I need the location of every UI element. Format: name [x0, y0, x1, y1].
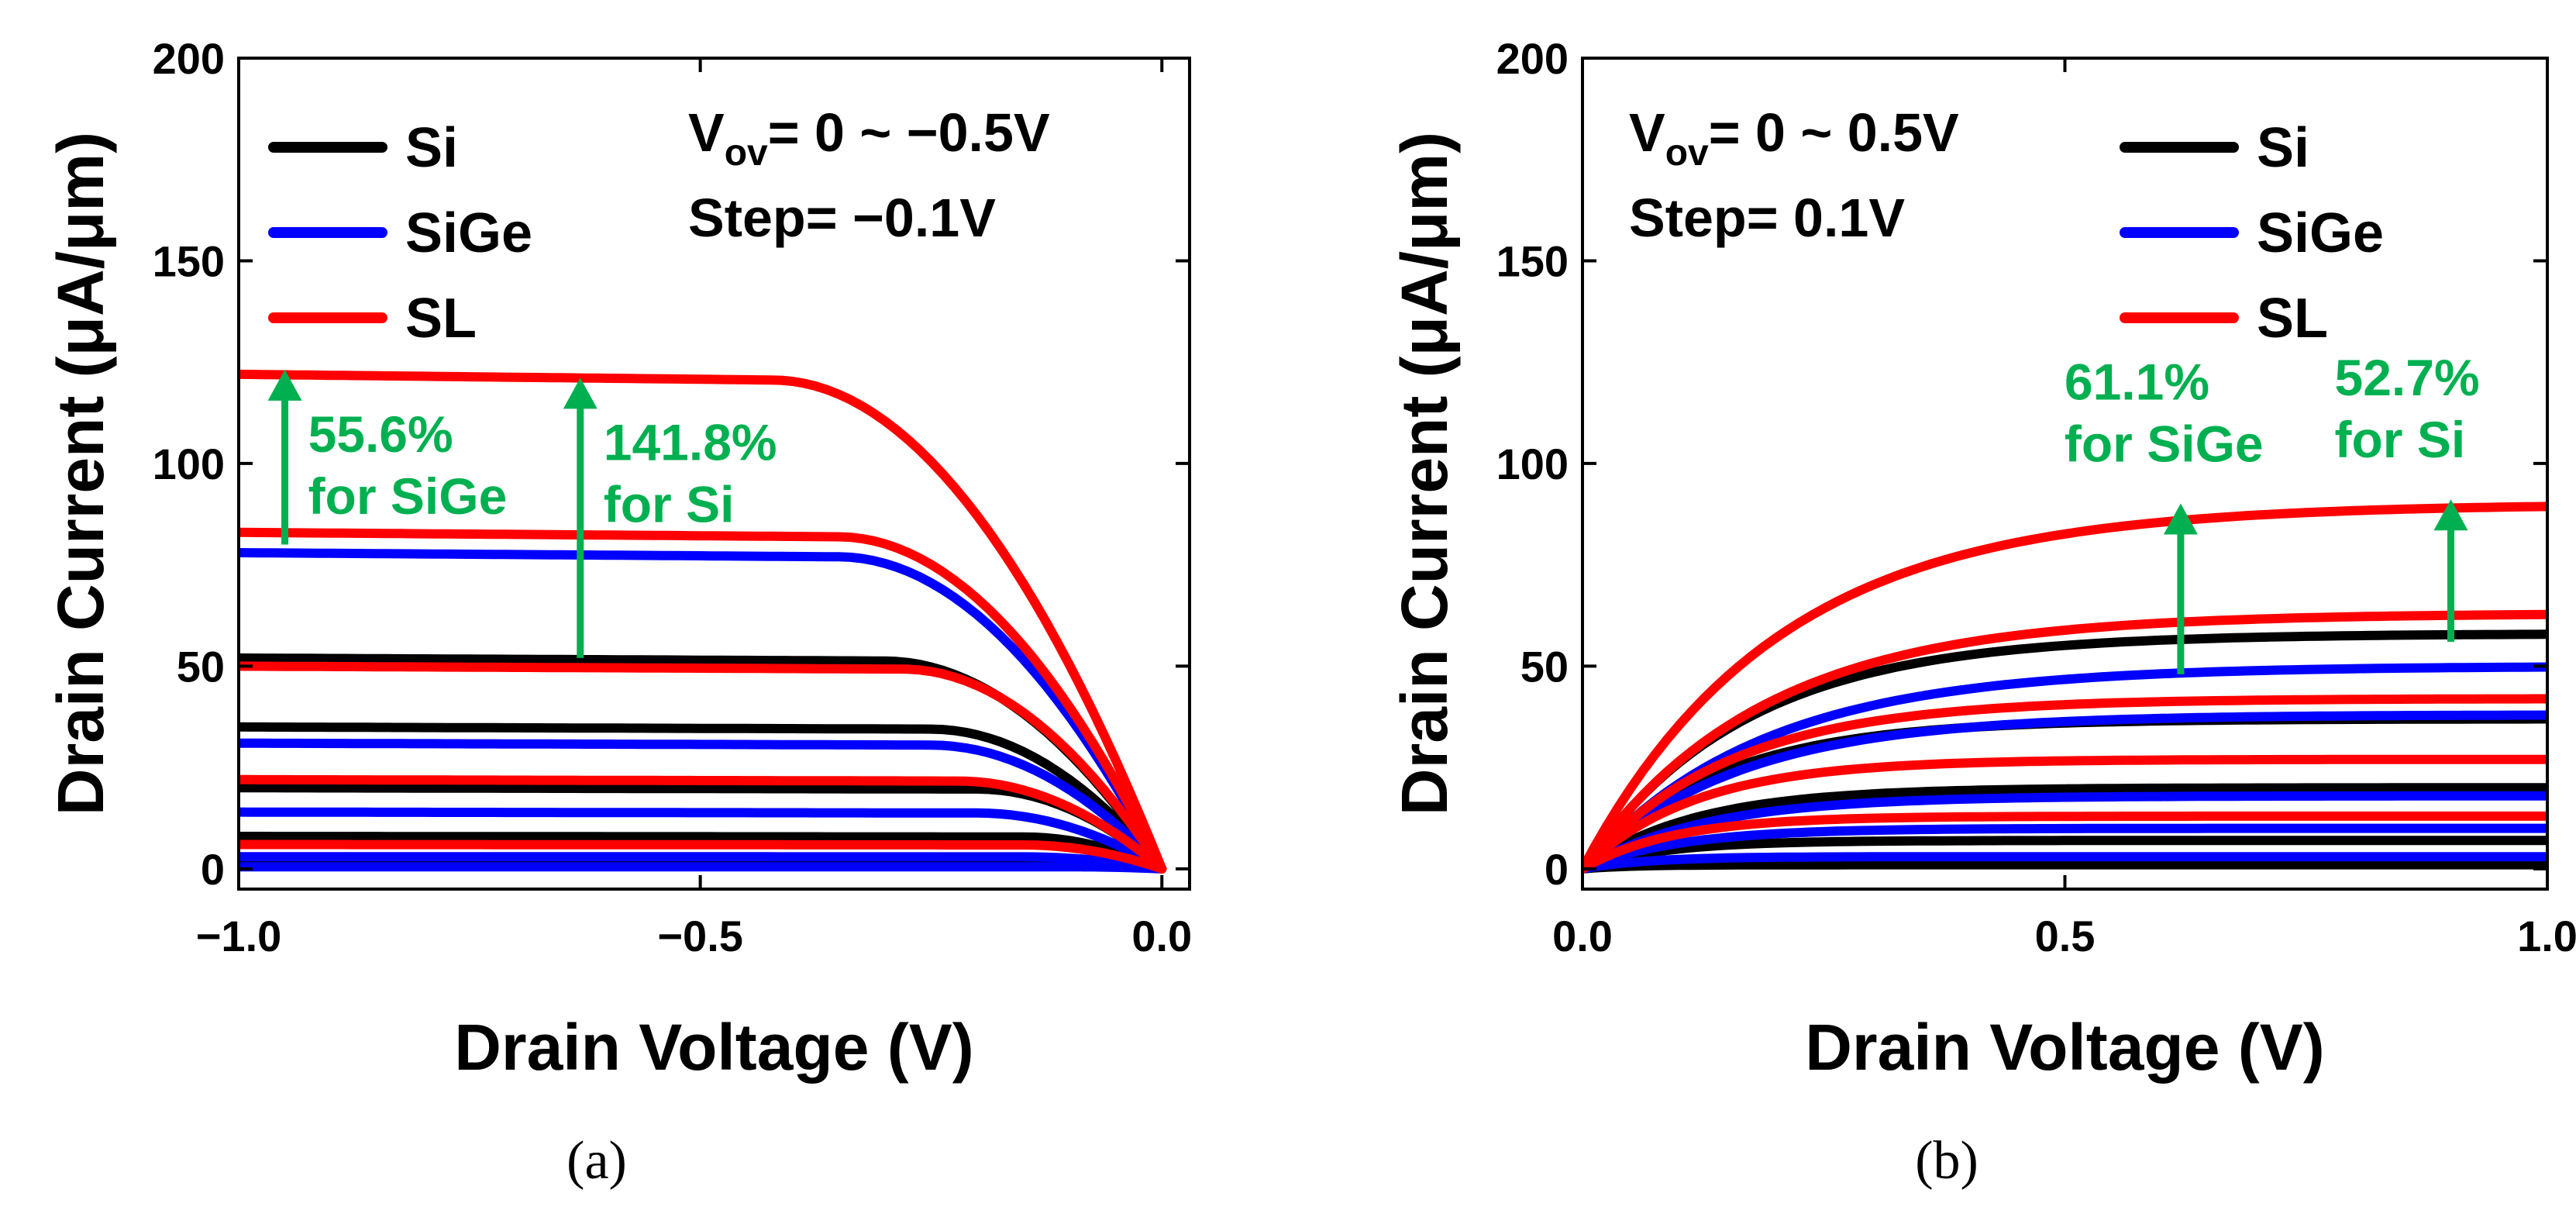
- condition-annotation-2: Step= 0.1V: [1629, 188, 1905, 248]
- series-line-sige-5: [1582, 852, 2547, 874]
- y-tick-label: 150: [153, 236, 225, 285]
- chart-a: 0 50 100 150 200 −1.0 −0.5 0.0 Drain Voltage (V)…: [44, 34, 1192, 1191]
- improvement-label: for Si: [2335, 411, 2466, 468]
- series-line-sl-4: [1582, 754, 2547, 874]
- panel-b: 0 50 100 150 200 0.0 0.5 1.0 Drain Voltage (V) Dr…: [1288, 0, 2576, 1210]
- y-tick-label: 50: [1520, 642, 1569, 691]
- legend-label-sige: SiGe: [405, 202, 532, 264]
- y-tick-label: 150: [1496, 236, 1569, 285]
- improvement-percent: 141.8%: [604, 413, 777, 471]
- improvement-label: for SiGe: [308, 467, 508, 525]
- x-tick-label: 1.0: [2517, 912, 2576, 960]
- x-tick-label: 0.0: [1131, 912, 1192, 960]
- y-tick-label: 100: [1496, 440, 1569, 488]
- y-tick-label: 200: [153, 34, 225, 83]
- series-line-si-3: [1582, 783, 2547, 874]
- condition-annotation-1: Vov= 0 ~ 0.5V: [1629, 102, 1959, 174]
- series-line-sige-2: [1582, 710, 2547, 874]
- series-line-sl-4: [239, 774, 1167, 874]
- panel-a: 0 50 100 150 200 −1.0 −0.5 0.0 Drain Voltage (V)…: [44, 34, 1192, 1191]
- series-line-sl-2: [1582, 609, 2547, 874]
- legend-label-sl: SL: [2257, 288, 2328, 350]
- series-line-sl-1: [239, 369, 1167, 874]
- series-line-sl-3: [1582, 694, 2547, 874]
- series-line-sige-4: [1582, 823, 2547, 874]
- y-tick-label: 0: [1545, 845, 1569, 894]
- x-tick-label: 0.5: [2035, 912, 2096, 960]
- series-line-sl-3: [239, 661, 1167, 874]
- improvement-arrow-head: [2433, 499, 2468, 531]
- x-tick-label: 0.0: [1552, 912, 1613, 960]
- improvement-arrow-head: [563, 377, 598, 409]
- panel-caption: (b): [1915, 1131, 1978, 1191]
- condition-annotation-1: Vov= 0 ~ −0.5V: [688, 102, 1050, 174]
- series-line-si-4: [1582, 836, 2547, 874]
- series-line-si-4: [239, 832, 1167, 874]
- series-line-si-3: [239, 783, 1167, 874]
- x-tick-label: −1.0: [196, 912, 282, 960]
- series-line-sl-1: [1582, 502, 2547, 874]
- plot-frame: [237, 57, 1191, 891]
- series-line-si-5: [1582, 860, 2547, 874]
- y-tick-label: 0: [201, 845, 225, 894]
- annotation-main: V: [688, 102, 725, 163]
- series-line-sige-3: [239, 807, 1167, 874]
- y-tick-label: 100: [153, 440, 225, 488]
- y-tick-label: 50: [177, 642, 225, 691]
- annotation-main: Step= 0.1V: [1629, 188, 1905, 248]
- improvement-label: for Si: [604, 475, 735, 533]
- annotation-main: Step= −0.1V: [688, 188, 996, 248]
- annotation-rest: = 0 ~ 0.5V: [1709, 102, 1959, 163]
- series-line-sl-5: [1582, 811, 2547, 874]
- legend-label-sige: SiGe: [2257, 202, 2384, 264]
- improvement-percent: 55.6%: [308, 405, 453, 463]
- annotation-subscript: ov: [725, 133, 768, 174]
- annotation-main: V: [1629, 102, 1665, 163]
- series-group: [239, 369, 1167, 874]
- series-line-sige-4: [239, 852, 1167, 874]
- series-line-sige-1: [239, 548, 1167, 874]
- condition-annotation-2: Step= −0.1V: [688, 188, 996, 248]
- legend-label-sl: SL: [405, 288, 477, 350]
- series-line-sige-1: [1582, 662, 2547, 874]
- chart-b: 0 50 100 150 200 0.0 0.5 1.0 Drain Voltage (V) Dr…: [1388, 34, 2576, 1191]
- series-line-sl-2: [239, 527, 1167, 874]
- x-axis-title: Drain Voltage (V): [454, 1011, 974, 1084]
- series-line-sl-5: [239, 839, 1167, 874]
- y-axis-title: Drain Current (μA/μm): [44, 132, 117, 815]
- annotation-subscript: ov: [1665, 133, 1709, 174]
- improvement-label: for SiGe: [2065, 415, 2264, 472]
- y-axis-title: Drain Current (μA/μm): [1388, 132, 1461, 815]
- series-line-sige-2: [239, 738, 1167, 874]
- series-line-sige-5: [239, 862, 1167, 874]
- improvement-arrow-head: [267, 369, 302, 401]
- series-line-si-2: [239, 722, 1167, 874]
- improvement-percent: 52.7%: [2335, 349, 2480, 406]
- series-group: [1582, 502, 2547, 874]
- legend-label-si: Si: [405, 117, 458, 179]
- annotation-rest: = 0 ~ −0.5V: [768, 102, 1050, 163]
- y-tick-label: 200: [1496, 34, 1569, 83]
- x-tick-label: −0.5: [657, 912, 743, 960]
- improvement-percent: 61.1%: [2065, 353, 2209, 410]
- panel-caption: (a): [567, 1131, 627, 1191]
- legend-label-si: Si: [2257, 117, 2309, 179]
- series-line-sige-3: [1582, 791, 2547, 874]
- x-axis-title: Drain Voltage (V): [1805, 1011, 2325, 1084]
- improvement-arrow-head: [2163, 503, 2198, 535]
